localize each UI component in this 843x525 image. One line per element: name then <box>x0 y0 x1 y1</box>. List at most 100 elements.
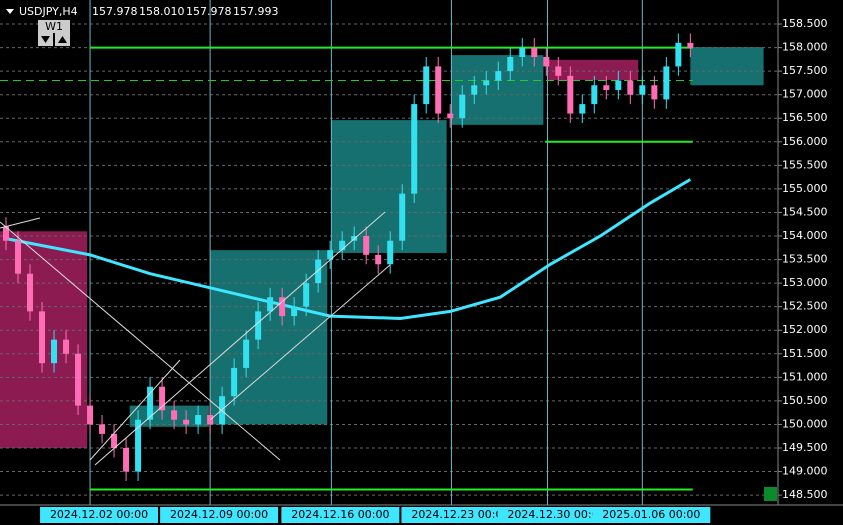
x-tick-label: 2024.12.16 00:00 <box>291 508 389 521</box>
y-tick-label: 154.000 <box>782 229 828 242</box>
candle-body <box>447 113 454 119</box>
x-tick-label: 2024.12.09 00:00 <box>170 508 268 521</box>
y-tick-label: 155.500 <box>782 158 828 171</box>
y-tick-label: 149.500 <box>782 441 828 454</box>
y-tick-label: 153.000 <box>782 276 828 289</box>
candle-body <box>651 85 658 100</box>
candle-body <box>123 447 130 472</box>
y-tick-label: 154.500 <box>782 205 828 218</box>
ohlc-close: 157.993 <box>233 5 279 18</box>
y-tick-label: 155.000 <box>782 182 828 195</box>
zone <box>210 250 328 425</box>
candle-body <box>231 367 238 397</box>
candle-body <box>15 240 22 274</box>
y-tick-label: 150.000 <box>782 417 828 430</box>
period-button[interactable] <box>38 20 70 33</box>
candle-body <box>303 283 310 307</box>
trend-line <box>0 217 41 229</box>
candle-body <box>615 80 622 90</box>
trend-line <box>209 264 391 421</box>
plot-area <box>0 0 778 505</box>
candle-body <box>459 94 466 119</box>
candle-body <box>315 259 322 284</box>
candle-body <box>363 236 370 255</box>
x-tick-label-box <box>281 507 400 523</box>
candle-body <box>183 419 190 425</box>
candle-body <box>387 240 394 265</box>
candle-body <box>195 415 202 425</box>
candle-body <box>147 386 154 420</box>
y-tick-label: 149.000 <box>782 465 828 478</box>
candle-body <box>135 419 142 472</box>
candle-body <box>291 306 298 317</box>
ohlc-low: 157.978 <box>186 5 232 18</box>
candle-body <box>579 104 586 114</box>
x-tick-label: 2024.12.23 00:00 <box>411 508 509 521</box>
candle-body <box>399 193 406 241</box>
period-button-label: W1 <box>45 20 63 33</box>
candle-body <box>87 405 94 425</box>
y-tick-label: 152.000 <box>782 323 828 336</box>
candle-body <box>27 273 34 312</box>
menu-arrow[interactable] <box>6 9 14 14</box>
trade-button[interactable] <box>764 487 777 501</box>
candle-body <box>471 85 478 95</box>
candle-body <box>531 47 538 58</box>
candle-body <box>591 85 598 105</box>
y-tick-label: 151.000 <box>782 370 828 383</box>
x-tick-label: 2024.12.30 00:00 <box>507 508 605 521</box>
candle-body <box>111 433 118 448</box>
down-icon <box>41 36 50 43</box>
candle-body <box>39 311 46 364</box>
candle-body <box>327 250 334 260</box>
candle-body <box>51 339 58 364</box>
candle-body <box>159 386 166 411</box>
y-tick-label: 156.000 <box>782 135 828 148</box>
trend-lines <box>0 211 391 466</box>
candle-body <box>555 66 562 76</box>
zone <box>331 120 447 253</box>
zone <box>548 59 639 81</box>
x-tick-label-box <box>497 507 616 523</box>
candle-body <box>567 75 574 114</box>
candle-body <box>423 66 430 105</box>
x-tick-label-box <box>592 507 711 523</box>
ohlc-high: 158.010 <box>139 5 185 18</box>
candle-body <box>375 254 382 265</box>
x-tick-label-box <box>40 507 159 523</box>
candle-body <box>495 71 502 81</box>
candle-body <box>663 66 670 100</box>
candle-body <box>519 47 526 58</box>
candle-body <box>75 353 82 406</box>
candle-body <box>3 226 10 241</box>
x-tick-label: 2025.01.06 00:00 <box>602 508 700 521</box>
y-tick-label: 158.000 <box>782 41 828 54</box>
y-tick-label: 157.000 <box>782 88 828 101</box>
x-tick-label-box <box>160 507 279 523</box>
candle-body <box>639 85 646 95</box>
candle-body <box>627 80 634 95</box>
y-tick-label: 151.500 <box>782 347 828 360</box>
trend-line <box>89 359 181 461</box>
candle-body <box>507 57 514 72</box>
symbol: USDJPY,H4 <box>19 5 78 18</box>
candle-body <box>267 297 274 312</box>
candle-body <box>243 339 250 368</box>
x-tick-label: 2024.12.02 00:00 <box>50 508 148 521</box>
up-icon <box>58 36 67 43</box>
candle-body <box>279 297 286 317</box>
y-tick-label: 148.500 <box>782 488 828 501</box>
y-tick-label: 150.500 <box>782 394 828 407</box>
candle-body <box>603 85 610 90</box>
zone <box>451 55 544 125</box>
candle-body <box>687 42 694 48</box>
candle-body <box>63 339 70 354</box>
trend-line <box>0 221 281 461</box>
candle-body <box>435 66 442 114</box>
candle-body <box>99 424 106 434</box>
candle-body <box>543 57 550 67</box>
candle-body <box>339 240 346 251</box>
candle-body <box>411 104 418 194</box>
x-tick-label-box <box>401 507 520 523</box>
